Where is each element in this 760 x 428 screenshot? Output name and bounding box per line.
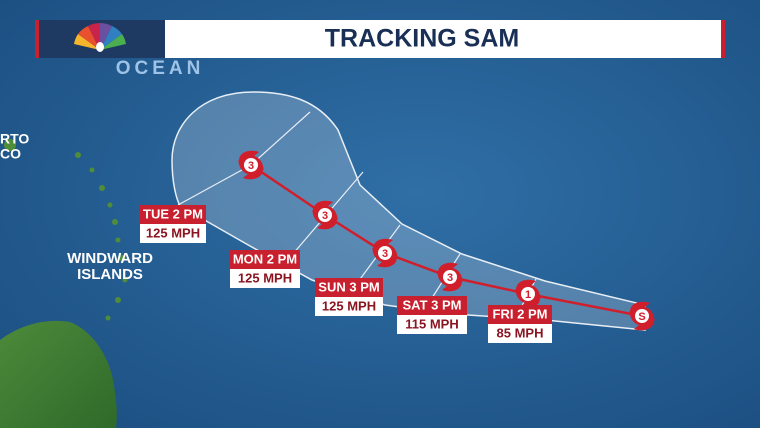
label-time-bg [230, 250, 300, 269]
label-wind: 125 MPH [322, 298, 376, 313]
label-time-bg [397, 296, 467, 315]
storm-eye [635, 309, 649, 323]
label-wind: 125 MPH [146, 225, 200, 240]
storm-eye [521, 287, 535, 301]
storm-category: S [638, 311, 645, 323]
label-wind: 85 MPH [497, 325, 544, 340]
label-wind-bg [230, 269, 300, 288]
storm-eye [378, 246, 392, 260]
label-time: FRI 2 PM [493, 306, 548, 321]
title: TRACKING SAM [325, 25, 519, 53]
label-wind-bg [140, 224, 206, 243]
track-label: SAT 3 PM 115 MPH [397, 296, 467, 334]
logo [74, 23, 126, 52]
label-time-bg [140, 205, 206, 224]
storm-eye [244, 158, 258, 172]
storm-icon: 1 [515, 279, 541, 309]
storm-category: 3 [322, 210, 328, 222]
header-accent [35, 20, 39, 58]
track-label: SUN 3 PM 125 MPH [315, 278, 383, 316]
islands [4, 139, 128, 321]
ocean-label: OCEAN [116, 58, 205, 79]
track-label: FRI 2 PM 85 MPH [488, 305, 552, 343]
header-accent [721, 20, 725, 58]
place-label: RTO [0, 131, 29, 147]
place-label: ISLANDS [77, 266, 143, 283]
storm-icon: 3 [238, 150, 264, 180]
label-time-bg [488, 305, 552, 324]
storm-category: 3 [382, 248, 388, 260]
cone [171, 91, 646, 331]
label-wind-bg [315, 297, 383, 316]
storm-category: 3 [248, 160, 254, 172]
label-time-bg [315, 278, 383, 297]
label-time: TUE 2 PM [143, 206, 203, 221]
label-wind-bg [397, 315, 467, 334]
storm-icon: 3 [437, 262, 463, 292]
label-wind: 125 MPH [238, 270, 292, 285]
track-label: TUE 2 PM 125 MPH [140, 205, 206, 243]
storm-category: 1 [525, 289, 531, 301]
place-label: CO [0, 146, 21, 162]
label-wind-bg [488, 324, 552, 343]
track-line [250, 163, 643, 318]
storm-eye [443, 270, 457, 284]
label-wind: 115 MPH [405, 316, 458, 331]
label-time: SUN 3 PM [318, 279, 379, 294]
land [0, 320, 117, 428]
storm-icon: 3 [312, 200, 338, 230]
storm-icon: 3 [372, 238, 398, 268]
label-time: SAT 3 PM [403, 297, 462, 312]
place-label: WINDWARD [67, 250, 153, 267]
track-label: MON 2 PM 125 MPH [230, 250, 300, 288]
storm-icon: S [629, 301, 655, 331]
storm-eye [318, 208, 332, 222]
label-time: MON 2 PM [233, 251, 297, 266]
storm-category: 3 [447, 272, 453, 284]
